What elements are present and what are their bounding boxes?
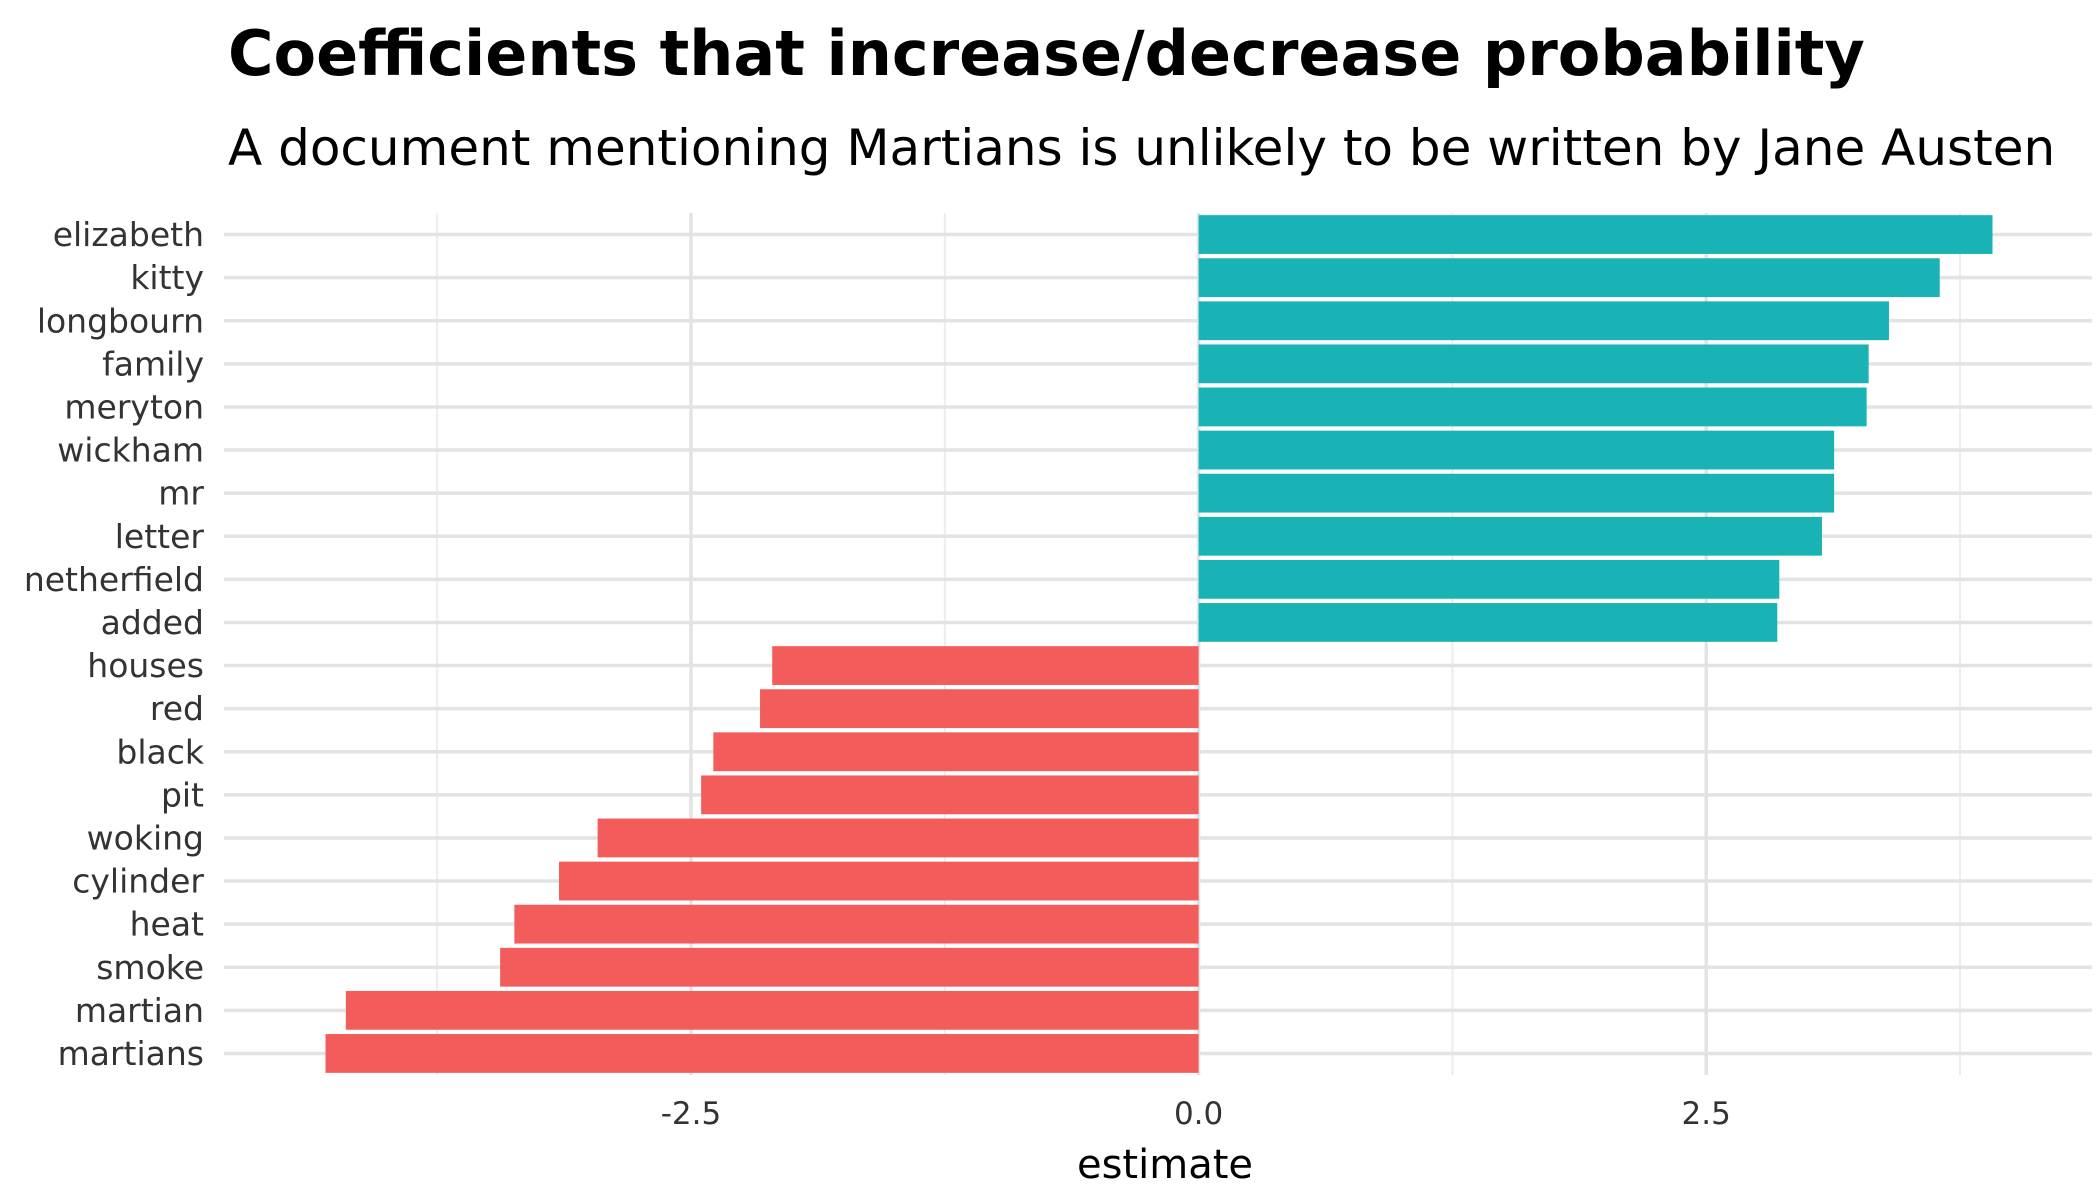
bar-woking — [597, 818, 1199, 858]
y-tick-label: netherfield — [24, 560, 204, 599]
bar-red — [760, 689, 1199, 729]
y-tick-label: smoke — [96, 948, 204, 987]
bar-mr — [1198, 473, 1835, 513]
bar-pit — [701, 775, 1199, 815]
bars — [325, 215, 1993, 1073]
bar-family — [1198, 344, 1869, 384]
bar-longbourn — [1198, 301, 1889, 341]
bar-meryton — [1198, 387, 1867, 427]
bar-houses — [772, 646, 1199, 685]
x-tick-label: 2.5 — [1682, 1096, 1731, 1132]
y-tick-label: houses — [87, 646, 204, 685]
y-tick-label: letter — [115, 517, 205, 556]
y-tick-label: mr — [158, 474, 204, 513]
grid-lines — [224, 213, 2092, 1075]
bar-wickham — [1198, 430, 1835, 470]
bar-netherfield — [1198, 559, 1780, 599]
bar-letter — [1198, 516, 1822, 556]
bar-martian — [345, 990, 1199, 1030]
x-tick-label: 0.0 — [1174, 1096, 1223, 1132]
bar-smoke — [500, 947, 1199, 987]
bar-martians — [325, 1034, 1199, 1073]
x-axis-label: estimate — [1077, 1142, 1253, 1188]
y-tick-label: meryton — [64, 387, 204, 426]
x-axis-tick-labels: -2.5 0.0 2.5 — [661, 1096, 1731, 1132]
chart-title: Coefficients that increase/decrease prob… — [228, 17, 1865, 90]
bar-black — [713, 732, 1199, 772]
y-tick-label: family — [102, 344, 204, 383]
y-tick-label: heat — [130, 905, 204, 944]
y-tick-label: red — [150, 689, 204, 728]
y-tick-label: longbourn — [37, 301, 204, 340]
y-tick-label: kitty — [130, 258, 204, 297]
y-tick-label: martians — [58, 1034, 204, 1073]
chart-subtitle: A document mentioning Martians is unlike… — [228, 119, 2055, 177]
y-tick-label: martian — [75, 991, 204, 1030]
bar-elizabeth — [1198, 215, 1993, 254]
y-tick-label: black — [116, 732, 204, 771]
bar-cylinder — [559, 861, 1199, 901]
bar-heat — [514, 904, 1199, 944]
x-tick-label: -2.5 — [661, 1096, 722, 1132]
y-tick-label: added — [101, 603, 204, 642]
y-tick-label: woking — [87, 818, 204, 857]
y-tick-label: pit — [161, 775, 204, 814]
y-tick-label: wickham — [57, 431, 204, 470]
bar-added — [1198, 603, 1778, 642]
y-tick-label: elizabeth — [53, 215, 204, 254]
y-tick-label: cylinder — [72, 862, 204, 901]
y-axis-tick-labels: elizabeth kitty longbourn family meryton wick… — [24, 215, 205, 1073]
bar-kitty — [1198, 258, 1940, 298]
